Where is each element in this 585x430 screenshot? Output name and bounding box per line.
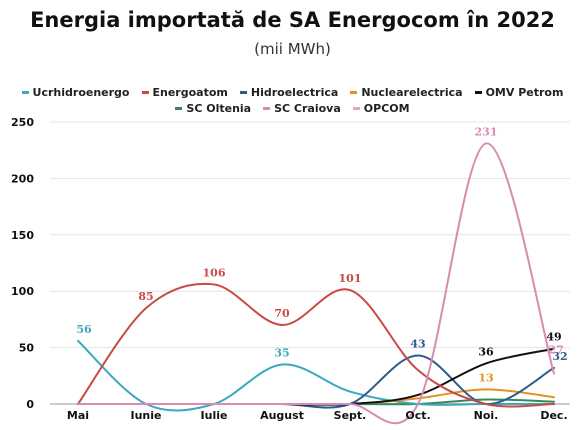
chart-subtitle: (mii MWh) [254, 40, 331, 58]
legend-swatch [263, 107, 271, 110]
legend-item-sc-oltenia[interactable]: SC Oltenia [175, 102, 251, 115]
legend-swatch [175, 107, 183, 110]
legend-item-opcom[interactable]: OPCOM [352, 102, 410, 115]
data-label-energoatom: 101 [339, 272, 362, 285]
data-label-sc-craiova: 231 [475, 125, 498, 138]
legend-label: Ucrhidroenergo [32, 86, 130, 99]
legend-swatch [239, 91, 247, 94]
legend-swatch [350, 91, 358, 94]
data-label-ucrhidroenergo: 56 [76, 323, 92, 336]
legend-row-1: Ucrhidroenergo Energoatom Hidroelectrica… [0, 86, 585, 99]
legend-item-sc-craiova[interactable]: SC Craiova [263, 102, 341, 115]
y-tick-label: 200 [11, 172, 34, 185]
x-tick-label: Noi. [474, 409, 499, 422]
legend-label: SC Oltenia [186, 102, 252, 115]
data-label-energoatom: 106 [203, 266, 226, 279]
data-label-omv-petrom: 49 [546, 331, 561, 344]
data-label-ucrhidroenergo: 35 [274, 347, 289, 360]
x-tick-label: Sept. [334, 409, 367, 422]
series-line-sc-craiova [77, 142, 555, 425]
legend-label: OMV Petrom [485, 86, 564, 99]
legend-swatch [474, 91, 482, 94]
data-label-hidroelectrica: 32 [552, 350, 567, 363]
legend-item-energoatom[interactable]: Energoatom [141, 86, 228, 99]
chart-x-axis: Mai Iunie Iulie August Sept. Oct. Noi. Dec. [67, 409, 568, 422]
data-label-sc-craiova: 27 [548, 344, 563, 357]
legend-item-nuclearelectrica[interactable]: Nuclearelectrica [350, 86, 463, 99]
x-tick-label: August [260, 409, 304, 422]
y-tick-label: 0 [26, 398, 34, 411]
legend-swatch [141, 91, 149, 94]
chart-data-labels: 56 35 13 43 32 36 49 85 106 70 101 231 27 [76, 125, 567, 384]
data-label-energoatom: 85 [138, 290, 153, 303]
chart-legend: Ucrhidroenergo Energoatom Hidroelectrica… [0, 86, 585, 118]
legend-label: OPCOM [363, 102, 410, 115]
x-tick-label: Dec. [540, 409, 567, 422]
legend-item-omv-petrom[interactable]: OMV Petrom [474, 86, 564, 99]
legend-label: SC Craiova [274, 102, 341, 115]
chart-y-axis: 0 50 100 150 200 250 [11, 116, 34, 411]
data-label-nuclearelectrica: 13 [478, 371, 493, 384]
legend-label: Hidroelectrica [250, 86, 339, 99]
y-tick-label: 50 [19, 342, 35, 355]
x-tick-label: Mai [67, 409, 89, 422]
chart-series-layer [77, 142, 555, 425]
x-tick-label: Iulie [201, 409, 228, 422]
legend-label: Nuclearelectrica [361, 86, 463, 99]
data-label-hidroelectrica: 43 [410, 337, 425, 350]
x-tick-label: Oct. [405, 409, 430, 422]
legend-item-ucrhidroenergo[interactable]: Ucrhidroenergo [21, 86, 130, 99]
data-label-energoatom: 70 [274, 307, 290, 320]
legend-item-hidroelectrica[interactable]: Hidroelectrica [239, 86, 339, 99]
y-tick-label: 100 [11, 285, 34, 298]
legend-label: Energoatom [152, 86, 228, 99]
y-tick-label: 150 [11, 229, 34, 242]
data-label-omv-petrom: 36 [478, 345, 494, 358]
legend-swatch [352, 107, 360, 110]
y-tick-label: 250 [11, 116, 34, 129]
chart-title: Energia importată de SA Energocom în 202… [30, 8, 555, 32]
x-tick-label: Iunie [131, 409, 162, 422]
legend-swatch [21, 91, 29, 94]
legend-row-2: SC Oltenia SC Craiova OPCOM [0, 102, 585, 115]
series-line-energoatom [77, 282, 555, 408]
